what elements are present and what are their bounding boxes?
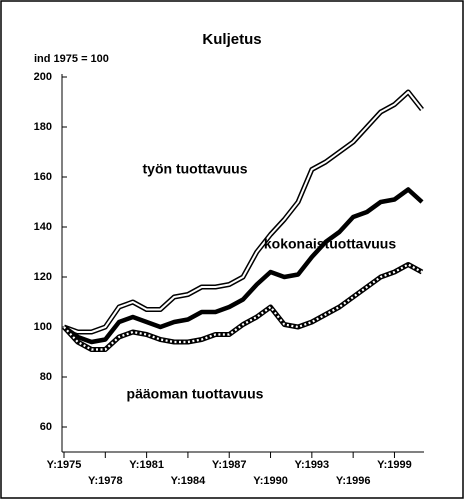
y-tick-label: 140 <box>34 221 52 233</box>
y-tick-label: 200 <box>34 71 52 83</box>
y-tick-label: 160 <box>34 171 52 183</box>
x-tick-label: Y:1999 <box>377 459 412 471</box>
x-tick-label: Y:1975 <box>47 459 82 471</box>
x-tick-label: Y:1981 <box>129 459 164 471</box>
series-label: pääoman tuottavuus <box>127 386 264 402</box>
x-tick-label: Y:1984 <box>171 475 207 487</box>
x-tick-label: Y:1978 <box>88 475 123 487</box>
series-line <box>63 91 423 333</box>
y-tick-label: 180 <box>34 121 52 133</box>
series-line <box>62 187 424 345</box>
series-label: kokonaistuottavuus <box>264 236 396 252</box>
y-tick-label: 100 <box>34 321 52 333</box>
series-label: työn tuottavuus <box>143 161 248 177</box>
y-tick-label: 120 <box>34 271 52 283</box>
y-tick-label: 60 <box>40 421 52 433</box>
y-axis-label: ind 1975 = 100 <box>34 53 109 65</box>
series-line <box>63 263 423 351</box>
chart-title: Kuljetus <box>202 31 261 48</box>
x-tick-label: Y:1996 <box>336 475 371 487</box>
y-tick-label: 80 <box>40 371 52 383</box>
x-tick-label: Y:1987 <box>212 459 247 471</box>
x-tick-label: Y:1993 <box>295 459 330 471</box>
x-tick-label: Y:1990 <box>253 475 288 487</box>
